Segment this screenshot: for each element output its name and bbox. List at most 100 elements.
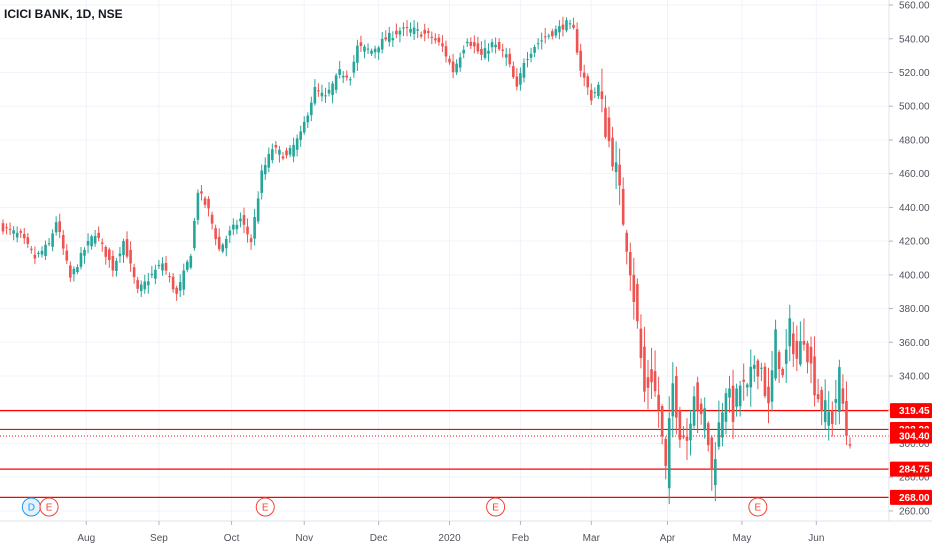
y-tick-label: 460.00 — [899, 169, 930, 180]
candle-body — [299, 131, 302, 140]
candle-body — [154, 269, 157, 279]
candle-body — [157, 264, 161, 267]
earnings-marker — [255, 497, 275, 517]
candle-body — [86, 241, 90, 246]
x-tick-label: Oct — [224, 533, 240, 544]
candle-body — [217, 236, 221, 250]
x-tick-label: Apr — [660, 533, 676, 544]
candle-body — [547, 35, 551, 37]
candle-body — [451, 61, 455, 73]
level-lines — [0, 410, 889, 498]
candle-body — [643, 346, 646, 392]
candle-body — [51, 233, 54, 247]
candle-body — [366, 48, 370, 50]
candle-body — [820, 390, 823, 412]
candle-body — [504, 54, 508, 58]
candle-body — [338, 69, 341, 75]
candle-body — [384, 37, 388, 40]
candle-body — [193, 220, 196, 249]
candle-body — [501, 49, 504, 51]
candle-body — [749, 366, 753, 388]
candle-body — [356, 45, 359, 63]
candle-body — [228, 230, 232, 236]
candle-body — [667, 418, 671, 489]
candle-body — [380, 38, 384, 50]
candle-body — [214, 228, 217, 240]
candle-body — [497, 41, 501, 50]
candle-body — [784, 349, 788, 364]
candle-body — [753, 364, 756, 369]
candle-body — [458, 57, 462, 68]
candle-body — [111, 256, 115, 271]
earnings-marker-label: E — [755, 503, 762, 514]
y-tick-label: 440.00 — [899, 203, 930, 214]
candle-body — [200, 191, 203, 194]
x-tick-label: Sep — [150, 533, 168, 544]
candle-body — [572, 24, 575, 28]
candle-body — [682, 436, 685, 438]
x-tick-label: Aug — [77, 533, 95, 544]
candle-body — [288, 147, 292, 155]
y-tick-label: 540.00 — [899, 34, 930, 45]
candle-body — [239, 218, 242, 222]
candle-body — [115, 260, 118, 272]
x-tick-label: Jun — [808, 533, 824, 544]
candle-body — [189, 256, 193, 268]
candle-body — [310, 102, 313, 116]
grid — [0, 0, 889, 521]
candle-body — [168, 276, 171, 278]
candle-body — [79, 252, 83, 267]
candle-body — [806, 343, 809, 363]
candle-body — [664, 438, 668, 466]
candle-body — [657, 394, 660, 411]
candle-body — [437, 37, 441, 43]
candle-body — [306, 115, 310, 123]
candle-body — [706, 423, 710, 446]
candle-body — [696, 382, 699, 411]
candle-body — [72, 268, 76, 275]
candle-body — [721, 412, 724, 438]
candle-body — [618, 164, 621, 186]
candle-body — [611, 137, 614, 167]
candle-body — [391, 38, 395, 41]
candle-body — [827, 411, 831, 426]
candle-body — [359, 42, 363, 47]
candle-body — [426, 31, 430, 33]
candle-body — [171, 276, 175, 290]
candle-body — [731, 385, 735, 422]
candle-body — [221, 244, 225, 252]
candle-body — [122, 241, 125, 256]
candle-body — [8, 228, 12, 230]
candle-body — [660, 406, 664, 437]
candle-body — [324, 95, 327, 97]
candle-body — [636, 283, 639, 322]
x-tick-label: Feb — [512, 533, 530, 544]
candle-body — [568, 23, 572, 25]
candle-body — [44, 244, 47, 256]
candle-body — [19, 231, 23, 233]
candle-body — [416, 29, 419, 31]
candle-body — [465, 41, 469, 44]
candle-body — [809, 346, 813, 364]
candle-body — [639, 328, 643, 359]
candle-body — [448, 58, 451, 63]
candle-body — [331, 83, 334, 96]
time-axis[interactable]: Aug Sep Oct Nov Dec 2020 Feb Mar Apr May Jun — [77, 521, 824, 544]
earnings-marker — [39, 497, 59, 517]
candle-body — [487, 50, 490, 54]
candle-body — [483, 48, 487, 58]
candle-body — [54, 222, 58, 233]
candle-body — [767, 386, 770, 404]
candle-body — [579, 50, 582, 71]
y-tick-label: 380.00 — [899, 304, 930, 315]
candle-body — [409, 28, 412, 33]
y-tick-label: 400.00 — [899, 270, 930, 281]
y-tick-label: 260.00 — [899, 506, 930, 517]
candle-body — [838, 367, 841, 412]
candle-body — [575, 29, 579, 53]
candle-body — [692, 396, 696, 426]
candle-body — [607, 117, 611, 142]
candle-body — [207, 198, 210, 209]
candle-body — [781, 369, 784, 376]
